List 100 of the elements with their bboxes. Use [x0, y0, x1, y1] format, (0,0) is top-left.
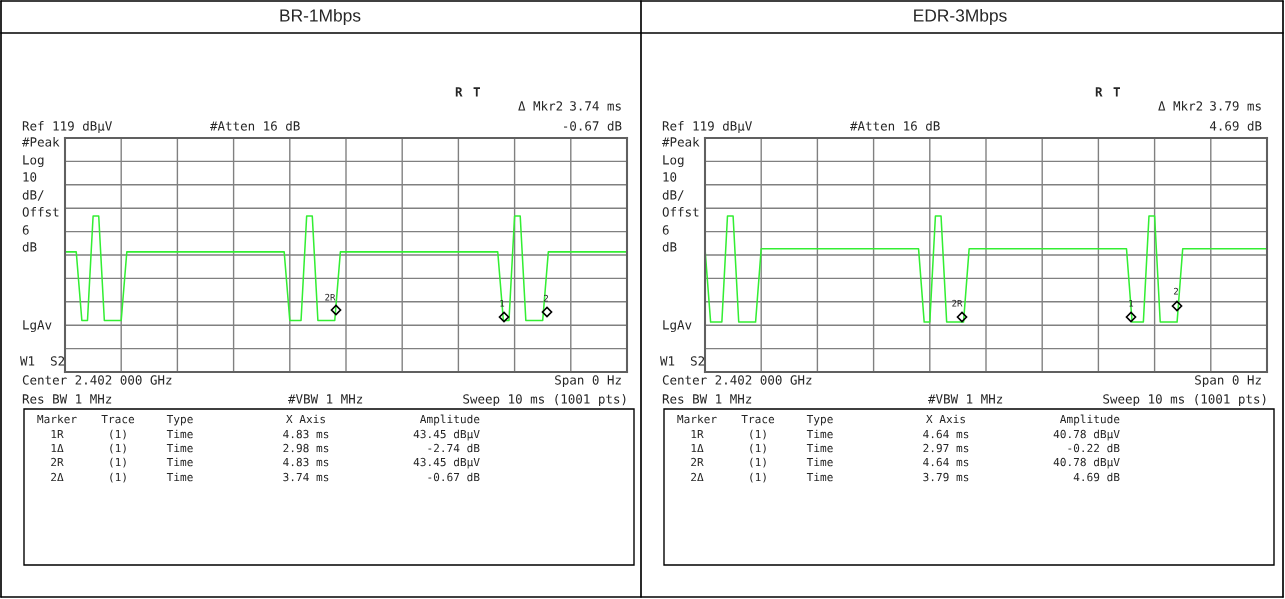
- text: Time: [166, 443, 193, 453]
- text: T: [1113, 87, 1120, 97]
- text: (1): [750, 429, 766, 440]
- text: Time: [806, 443, 833, 453]
- text: Time: [806, 457, 833, 467]
- text: Center 2.402 000 GHz: [22, 375, 172, 385]
- text: Amplitude: [420, 414, 480, 426]
- text: Trace: [101, 414, 135, 424]
- text: Res BW 1 MHz: [662, 394, 752, 404]
- text: Marker: [37, 414, 77, 424]
- text: Amplitude: [1060, 414, 1120, 426]
- text: 2.97 ms: [923, 443, 969, 453]
- text: 4.64 ms: [923, 429, 969, 439]
- text: 6: [662, 225, 669, 235]
- text: Time: [166, 457, 193, 467]
- text: 1Δ: [51, 443, 64, 453]
- text: #VBW 1 MHz: [928, 394, 1003, 404]
- text: Type: [806, 414, 833, 426]
- text: dB/: [662, 189, 684, 201]
- text: Log: [23, 155, 44, 168]
- text: (1): [110, 457, 126, 468]
- text: Ref 119 dBµV: [22, 120, 112, 134]
- text: #Atten 16 dB: [850, 120, 940, 131]
- text: 1R: [691, 429, 704, 439]
- text: -0.67 dB: [563, 120, 622, 131]
- text: 3.74 ms: [283, 472, 329, 482]
- text: 43.45 dBµV: [413, 429, 480, 441]
- text: 40.78 dBµV: [1053, 457, 1120, 469]
- text: 3.79 ms: [1210, 101, 1261, 111]
- text: W1 S2: [660, 356, 705, 366]
- text: 4.64 ms: [923, 457, 969, 467]
- text: Time: [166, 472, 193, 482]
- text: Δ Mkr2: [1158, 100, 1203, 111]
- text: 10: [663, 172, 677, 182]
- text: LgAv: [663, 320, 692, 333]
- text: W1 S2: [20, 356, 65, 366]
- text: 4.69 dB: [1209, 120, 1262, 131]
- text: Time: [806, 429, 833, 439]
- text: 3.74 ms: [570, 101, 621, 111]
- text: T: [473, 87, 480, 97]
- text: 2.98 ms: [283, 443, 329, 453]
- text: -0.22 dB: [1068, 443, 1120, 453]
- text: (1): [110, 443, 126, 454]
- text: R: [455, 87, 463, 97]
- annotation: 2: [543, 294, 548, 302]
- text: X Axis: [926, 414, 965, 424]
- text: 10: [23, 172, 37, 182]
- chart-title: BR-1Mbps: [280, 8, 361, 26]
- text: R: [1095, 87, 1103, 97]
- text: Res BW 1 MHz: [22, 394, 112, 404]
- text: Ref 119 dBµV: [662, 120, 752, 134]
- text: #Atten 16 dB: [210, 120, 300, 131]
- text: Δ Mkr2: [518, 100, 563, 111]
- text: Span 0 Hz: [555, 375, 621, 388]
- text: Time: [806, 472, 833, 482]
- text: -2.74 dB: [428, 443, 480, 453]
- text: 4.83 ms: [283, 429, 329, 439]
- chart-title: EDR-3Mbps: [914, 8, 1007, 26]
- annotation: 1: [500, 299, 505, 307]
- text: 2Δ: [691, 472, 704, 482]
- text: Center 2.402 000 GHz: [662, 375, 812, 385]
- text: Marker: [677, 414, 717, 424]
- text: Trace: [741, 414, 775, 424]
- text: Offst: [662, 206, 699, 217]
- text: (1): [750, 443, 766, 454]
- text: dB: [662, 241, 677, 252]
- annotation: 2: [1173, 287, 1178, 295]
- text: 2R: [691, 457, 704, 467]
- text: LgAv: [23, 320, 52, 333]
- text: 2R: [51, 457, 64, 467]
- annotation: 1: [1129, 299, 1134, 307]
- text: 4.69 dB: [1073, 472, 1120, 482]
- text: Log: [663, 155, 684, 168]
- text: 1R: [51, 429, 64, 439]
- text: dB/: [22, 189, 44, 201]
- text: dB: [22, 241, 37, 252]
- text: 4.83 ms: [283, 457, 329, 467]
- text: Span 0 Hz: [1195, 375, 1261, 388]
- text: (1): [750, 472, 766, 483]
- text: 6: [22, 225, 29, 235]
- annotation: 2R: [952, 299, 963, 307]
- text: 40.78 dBµV: [1053, 429, 1120, 441]
- text: #VBW 1 MHz: [288, 394, 363, 404]
- annotation: 2R: [325, 293, 336, 301]
- text: 43.45 dBµV: [413, 457, 480, 469]
- text: #Peak: [22, 136, 60, 147]
- text: (1): [110, 429, 126, 440]
- text: Type: [166, 414, 193, 426]
- text: Sweep 10 ms (1001 pts): [463, 394, 626, 407]
- text: Time: [166, 429, 193, 439]
- text: X Axis: [286, 414, 325, 424]
- text: Offst: [22, 206, 59, 217]
- text: Sweep 10 ms (1001 pts): [1103, 394, 1266, 407]
- text: 1Δ: [691, 443, 704, 453]
- text: -0.67 dB: [428, 472, 480, 482]
- text: #Peak: [662, 136, 700, 147]
- text: (1): [110, 472, 126, 483]
- text: 3.79 ms: [923, 472, 969, 482]
- text: (1): [750, 457, 766, 468]
- text: 2Δ: [51, 472, 64, 482]
